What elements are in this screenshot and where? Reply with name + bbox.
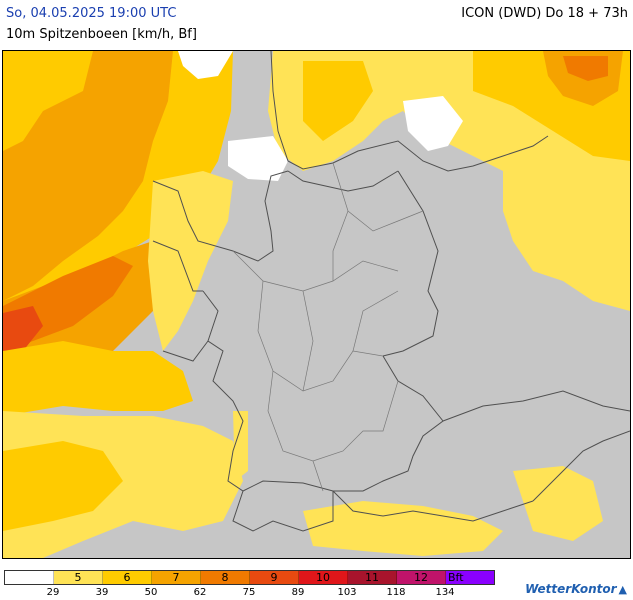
legend-cell: 9	[250, 571, 299, 584]
wetterkontor-brand[interactable]: WetterKontor ▲	[525, 582, 627, 596]
wetterkontor-logo-icon: ▲	[618, 582, 627, 596]
legend-tick: 29	[46, 587, 60, 598]
legend-tick: 62	[193, 587, 207, 598]
model-run-label: ICON (DWD) Do 18 + 73h	[461, 6, 628, 21]
legend-cell: Bft	[446, 571, 494, 584]
brand-name: WetterKontor	[525, 582, 617, 596]
legend-tick: 39	[95, 587, 109, 598]
legend-cell: 10	[299, 571, 348, 584]
legend-cell: 5	[54, 571, 103, 584]
legend-tick: 118	[386, 587, 406, 598]
wind-gust-map	[2, 50, 631, 559]
legend-tick: 75	[242, 587, 256, 598]
legend-tick: 89	[291, 587, 305, 598]
parameter-label: 10m Spitzenboeen [km/h, Bf]	[6, 27, 197, 42]
legend-tick-labels: 29 39 50 62 75 89 103 118 134	[4, 587, 494, 599]
legend-cell: 8	[201, 571, 250, 584]
legend-tick: 50	[144, 587, 158, 598]
legend-cell: 12	[397, 571, 446, 584]
forecast-datetime: So, 04.05.2025 19:00 UTC	[6, 6, 177, 21]
color-scale-legend: 5 6 7 8 9 10 11 12 Bft	[4, 570, 495, 585]
legend-cell: 11	[348, 571, 397, 584]
legend-cell: 6	[103, 571, 152, 584]
legend-tick: 103	[337, 587, 357, 598]
legend-cell: 7	[152, 571, 201, 584]
legend-tick: 134	[435, 587, 455, 598]
legend-cell	[5, 571, 54, 584]
